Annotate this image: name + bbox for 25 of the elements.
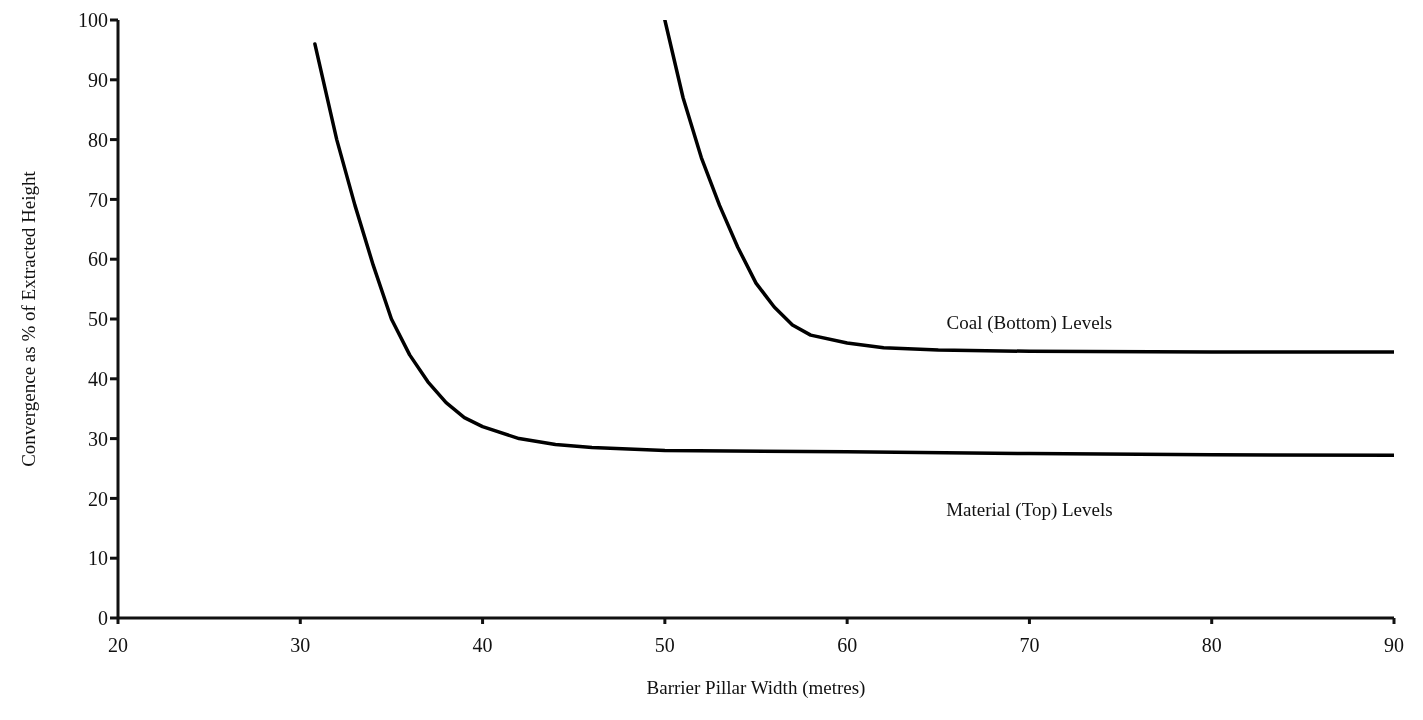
y-tick-label: 60 — [88, 248, 108, 271]
x-tick-label: 30 — [290, 634, 311, 657]
x-tick-label: 40 — [472, 634, 493, 657]
text: Material (Top) Levels — [946, 498, 1113, 521]
x-tick-label: 20 — [108, 634, 128, 657]
x-tick-label: 60 — [837, 634, 858, 657]
line-series — [313, 42, 1394, 458]
line-series — [663, 20, 1394, 354]
y-tick-label: 90 — [88, 68, 108, 91]
y-tick-label: 50 — [88, 308, 108, 331]
y-tick-label: 0 — [98, 607, 108, 630]
x-tick-label: 90 — [1384, 634, 1404, 657]
x-tick-label: 50 — [654, 634, 675, 657]
y-axis-title: Convergence as % of Extracted Height — [17, 170, 39, 467]
x-axis-title: Barrier Pillar Width (metres) — [646, 677, 866, 699]
y-tick-label: 70 — [88, 188, 108, 211]
y-tick-label: 100 — [78, 9, 108, 32]
y-tick-label: 30 — [88, 427, 108, 450]
y-tick-label: 40 — [88, 367, 108, 390]
x-tick-label: 70 — [1019, 634, 1040, 657]
y-tick-label: 20 — [88, 487, 108, 510]
series-label: Coal (Bottom) Levels — [946, 312, 1113, 335]
x-tick-label: 80 — [1201, 634, 1222, 657]
y-tick-label: 80 — [88, 128, 108, 151]
y-tick-label: 10 — [88, 547, 108, 570]
